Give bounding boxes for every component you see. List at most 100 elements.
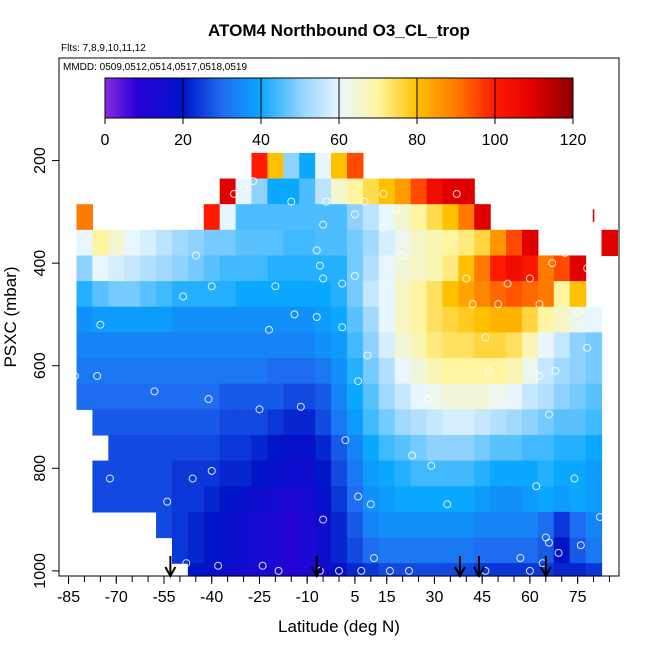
- heatmap-cell: [394, 332, 412, 359]
- heatmap-cell: [442, 178, 459, 205]
- heatmap-cell: [490, 434, 507, 462]
- heatmap-cell: [458, 178, 475, 205]
- heatmap-cell: [108, 383, 125, 410]
- sample-point: [61, 202, 70, 211]
- heatmap-cell: [506, 409, 523, 436]
- heatmap-cell: [346, 152, 364, 180]
- heatmap-cell: [124, 383, 141, 410]
- y-tick-label: 200: [32, 147, 49, 174]
- heatmap-cell: [506, 434, 523, 462]
- sample-point: [67, 300, 76, 309]
- sample-point: [70, 371, 79, 380]
- heatmap-cell: [474, 255, 491, 282]
- heatmap-cell: [235, 563, 253, 577]
- heatmap-cell: [299, 358, 316, 385]
- heatmap-cell: [458, 434, 475, 462]
- heatmap-cell: [537, 255, 555, 282]
- x-tick-label: 75: [569, 589, 587, 606]
- heatmap-cell: [394, 204, 412, 231]
- sample-point: [105, 474, 114, 483]
- heatmap-cell: [362, 563, 380, 577]
- heatmap-cell: [251, 434, 269, 462]
- heatmap-cell: [76, 255, 94, 282]
- heatmap-cell: [283, 537, 300, 564]
- heatmap-cell: [442, 537, 459, 564]
- heatmap-cell: [124, 255, 141, 282]
- heatmap-cell: [410, 460, 428, 487]
- heatmap-cell: [426, 460, 444, 487]
- heatmap-cell: [331, 511, 348, 539]
- heatmap-cell: [267, 152, 284, 180]
- x-tick-label: 60: [521, 589, 539, 606]
- heatmap-cell: [426, 204, 444, 231]
- heatmap-cell: [171, 332, 189, 359]
- heatmap-cell: [410, 511, 428, 539]
- heatmap-cell: [315, 434, 332, 462]
- heatmap-cell: [299, 434, 316, 462]
- heatmap-cell: [553, 358, 571, 385]
- heatmap-cell: [569, 563, 587, 577]
- heatmap-cell: [283, 460, 300, 487]
- sample-point: [570, 197, 579, 206]
- sample-point: [350, 210, 359, 219]
- heatmap-cell: [140, 486, 157, 513]
- heatmap-cell: [410, 383, 428, 410]
- heatmap-cell: [331, 409, 348, 436]
- heatmap-cell: [362, 204, 380, 231]
- sample-point: [405, 566, 413, 575]
- heatmap-cell: [474, 306, 491, 333]
- heatmap-cell: [394, 383, 412, 410]
- heatmap-cell: [219, 537, 237, 564]
- heatmap-cell: [474, 434, 491, 462]
- heatmap-cell: [521, 306, 539, 333]
- heatmap-cell: [553, 486, 571, 513]
- heatmap-cell: [283, 281, 300, 308]
- heatmap-cell: [378, 383, 396, 410]
- heatmap-cell: [331, 204, 348, 231]
- sample-point: [484, 366, 493, 375]
- heatmap-cell: [585, 434, 603, 462]
- heatmap-cell: [331, 434, 348, 462]
- heatmap-cell: [187, 486, 205, 513]
- sample-point: [602, 536, 611, 545]
- heatmap-cell: [458, 204, 475, 231]
- heatmap-cell: [315, 409, 332, 436]
- heatmap-cell: [521, 460, 539, 487]
- heatmap-cell: [378, 563, 396, 577]
- heatmap-cell: [585, 383, 603, 410]
- heatmap-cell: [394, 409, 412, 436]
- sample-point: [408, 451, 417, 460]
- heatmap-cell: [171, 486, 189, 513]
- heatmap-cell: [315, 460, 332, 487]
- heatmap-cell: [426, 383, 444, 410]
- sample-point: [172, 218, 181, 227]
- heatmap-cell: [346, 178, 364, 205]
- heatmap-cell: [331, 358, 348, 385]
- heatmap-cell: [331, 332, 348, 359]
- heatmap-cell: [108, 255, 125, 282]
- sample-point: [265, 325, 273, 334]
- heatmap-cell: [490, 537, 507, 564]
- sample-point: [338, 279, 347, 288]
- heatmap-cell: [203, 255, 221, 282]
- heatmap-cell: [267, 306, 284, 333]
- sample-point: [188, 474, 197, 483]
- heatmap-cell: [569, 332, 587, 359]
- heatmap-cell: [251, 306, 269, 333]
- heatmap-cell: [458, 255, 475, 282]
- heatmap-cell: [299, 332, 316, 359]
- sample-point: [525, 274, 534, 283]
- heatmap-cell: [490, 460, 507, 487]
- colorbar-tick-label: 20: [174, 132, 192, 149]
- sample-point: [583, 264, 592, 273]
- heatmap-cell: [331, 281, 348, 308]
- axes: -85 -70 -55 -40 -25 -10 5 15 30 45 60 75 200 400 600 80…: [32, 147, 610, 606]
- heatmap-cell: [490, 486, 507, 513]
- y-tick-label: 1000: [32, 553, 49, 589]
- heatmap-cell: [251, 178, 269, 205]
- x-tick-label: -25: [248, 589, 271, 606]
- heatmap-cell: [76, 281, 94, 308]
- heatmap-cell: [92, 409, 109, 436]
- heatmap-cell: [410, 229, 428, 257]
